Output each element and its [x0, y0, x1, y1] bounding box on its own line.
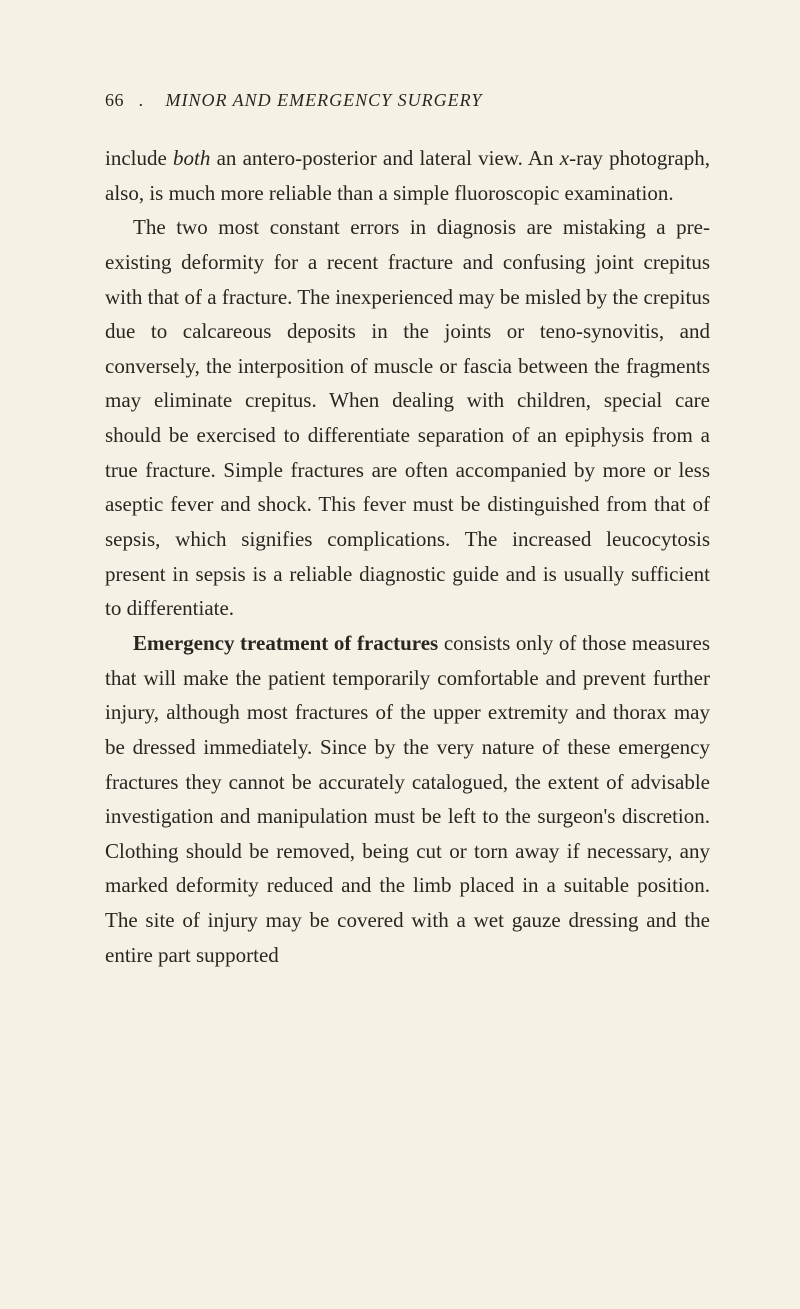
header-separator: .	[139, 90, 144, 110]
header-title: MINOR AND EMERGENCY SURGERY	[149, 90, 482, 110]
paragraph-2: The two most constant errors in diagnosi…	[105, 210, 710, 626]
p3-text: consists only of those measures that wil…	[105, 631, 710, 967]
p3-bold: Emergency treatment of fractures	[133, 631, 438, 655]
paragraph-3: Emergency treatment of fractures consist…	[105, 626, 710, 972]
paragraph-1: include both an antero-posterior and lat…	[105, 141, 710, 210]
page-number: 66	[105, 90, 124, 110]
body-text: include both an antero-posterior and lat…	[105, 141, 710, 972]
p1-italic-x: x	[560, 146, 569, 170]
page-header: 66 . MINOR AND EMERGENCY SURGERY	[105, 90, 710, 111]
p1-italic-both: both	[173, 146, 210, 170]
p1-text-2: an antero-posterior and lateral view. An	[210, 146, 559, 170]
p1-text-1: include	[105, 146, 173, 170]
